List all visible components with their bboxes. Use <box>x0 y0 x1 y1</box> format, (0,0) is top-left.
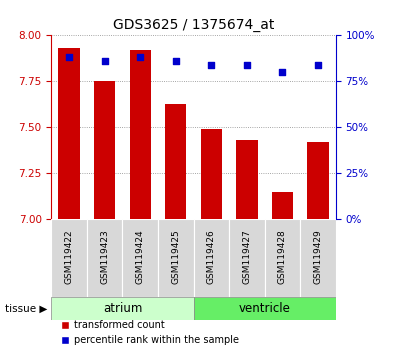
Text: GSM119422: GSM119422 <box>65 229 73 284</box>
FancyBboxPatch shape <box>300 219 336 297</box>
Point <box>244 62 250 68</box>
Text: GSM119426: GSM119426 <box>207 229 216 284</box>
Bar <box>51 297 194 320</box>
Text: tissue ▶: tissue ▶ <box>5 304 47 314</box>
Point <box>173 58 179 64</box>
FancyBboxPatch shape <box>265 219 300 297</box>
FancyBboxPatch shape <box>194 219 229 297</box>
FancyBboxPatch shape <box>87 219 122 297</box>
Bar <box>130 50 151 219</box>
Text: GSM119425: GSM119425 <box>171 229 180 284</box>
FancyBboxPatch shape <box>51 219 87 297</box>
Text: atrium: atrium <box>103 302 142 315</box>
Point <box>102 58 108 64</box>
Text: GSM119427: GSM119427 <box>243 229 251 284</box>
Text: GSM119428: GSM119428 <box>278 229 287 284</box>
Bar <box>94 81 115 219</box>
Point <box>137 55 143 60</box>
Text: GSM119423: GSM119423 <box>100 229 109 284</box>
Point <box>279 69 286 75</box>
Point <box>315 62 321 68</box>
FancyBboxPatch shape <box>158 219 194 297</box>
Bar <box>307 142 329 219</box>
Point <box>66 55 72 60</box>
Legend: transformed count, percentile rank within the sample: transformed count, percentile rank withi… <box>56 316 243 349</box>
Bar <box>201 129 222 219</box>
Text: GSM119424: GSM119424 <box>136 229 145 284</box>
Bar <box>236 140 258 219</box>
Bar <box>272 192 293 219</box>
Bar <box>194 297 336 320</box>
FancyBboxPatch shape <box>229 219 265 297</box>
Bar <box>58 48 80 219</box>
Text: ventricle: ventricle <box>239 302 291 315</box>
FancyBboxPatch shape <box>122 219 158 297</box>
Text: GSM119429: GSM119429 <box>314 229 322 284</box>
Title: GDS3625 / 1375674_at: GDS3625 / 1375674_at <box>113 18 274 32</box>
Bar <box>165 103 186 219</box>
Point <box>208 62 214 68</box>
